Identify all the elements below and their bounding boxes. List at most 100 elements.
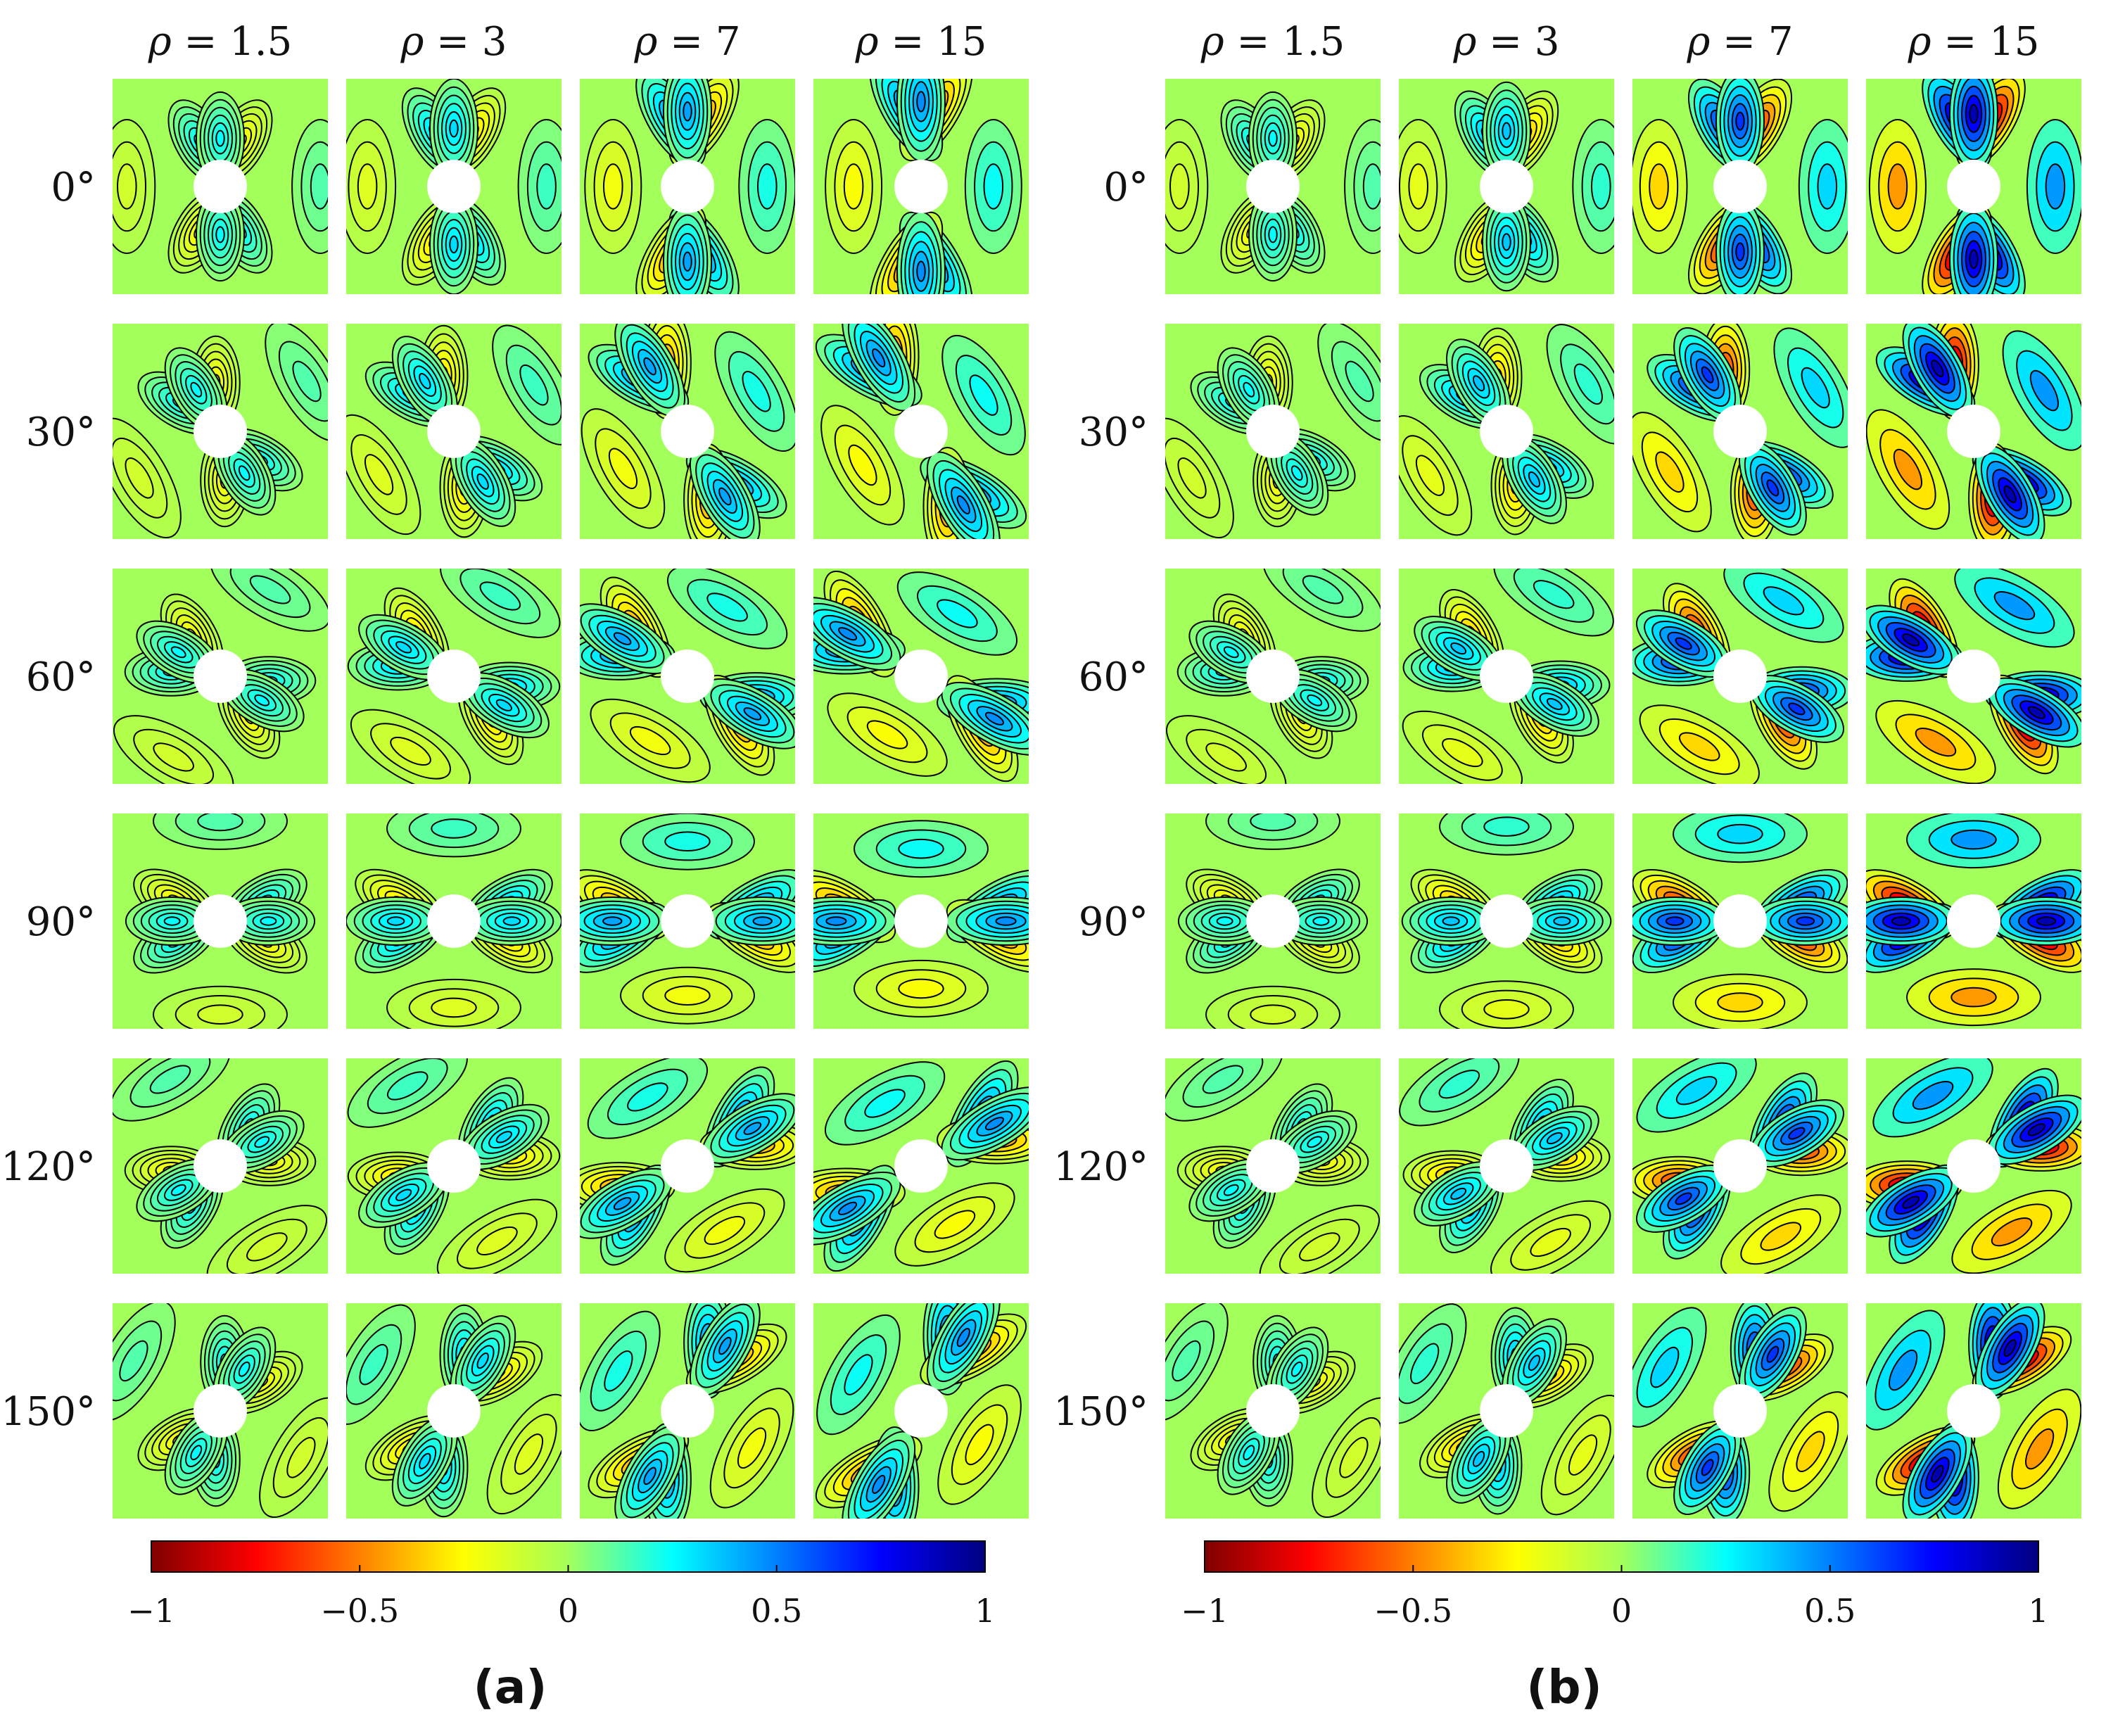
contour-lobe [1796, 916, 1815, 926]
contour-lobe [664, 985, 711, 1006]
contour-cell [1399, 569, 1614, 784]
obstacle-disc [1947, 405, 2000, 458]
contour-cell [1866, 1303, 2081, 1519]
contour-lobe [743, 707, 762, 721]
obstacle-disc [894, 1139, 948, 1193]
contour-lobe [1172, 1340, 1201, 1382]
contour-lobe [1528, 1355, 1541, 1371]
contour-lobe [1912, 1081, 1954, 1110]
contour-lobe [1177, 457, 1207, 499]
contour-lobe [170, 646, 186, 659]
contour-lobe [1701, 1459, 1714, 1476]
contour-lobe [1788, 1127, 1806, 1140]
obstacle-disc [1713, 405, 1767, 458]
contour-lobe [386, 1071, 429, 1101]
contour-lobe [956, 495, 970, 514]
colorbar-tick-label: −0.5 [1374, 1592, 1452, 1630]
contour-lobe [937, 599, 978, 628]
contour-cell [580, 569, 795, 784]
contour-lobe [1950, 987, 1997, 1008]
contour-lobe [643, 357, 656, 376]
contour-cell [346, 1058, 562, 1274]
obstacle-disc [1480, 405, 1533, 458]
contour-lobe [260, 916, 277, 926]
contour-cell [813, 324, 1029, 539]
obstacle-disc [1713, 160, 1767, 213]
contour-lobe [1472, 375, 1485, 392]
contour-cell [1165, 324, 1381, 539]
angle-row-label: 30° [1079, 410, 1148, 455]
contour-lobe [1205, 742, 1247, 772]
contour-lobe [1649, 163, 1669, 210]
contour-lobe [449, 119, 459, 138]
rho-column-label: ρ = 7 [1686, 19, 1793, 65]
contour-lobe [1735, 111, 1745, 131]
colorbar-tick-label: 0.5 [751, 1592, 802, 1630]
contour-lobe [1202, 1065, 1244, 1094]
contour-cell [1866, 1058, 2081, 1274]
contour-lobe [1268, 226, 1278, 243]
contour-lobe [449, 235, 459, 254]
contour-lobe [1887, 163, 1908, 210]
contour-lobe [848, 444, 877, 486]
contour-lobe [190, 381, 203, 398]
contour-cell [813, 79, 1029, 294]
contour-lobe [479, 581, 521, 611]
contour-lobe [1362, 163, 1381, 210]
contour-lobe [1312, 916, 1330, 926]
contour-cell [580, 324, 795, 539]
contour-lobe [1339, 1437, 1369, 1478]
rho-column-label: ρ = 3 [1452, 19, 1559, 65]
contour-lobe [1889, 1349, 1918, 1391]
contour-cell [1165, 79, 1381, 294]
angle-row-label: 60° [1079, 654, 1148, 700]
contour-lobe [718, 487, 732, 506]
angle-row-label: 90° [1079, 899, 1148, 945]
contour-lobe [969, 374, 998, 416]
contour-lobe [1650, 1346, 1680, 1388]
contour-lobe [149, 1065, 191, 1094]
rho-column-label: ρ = 7 [633, 19, 740, 65]
obstacle-disc [894, 405, 948, 458]
contour-lobe [613, 632, 632, 645]
contour-lobe [1169, 163, 1190, 210]
contour-lobe [1931, 1464, 1944, 1483]
obstacle-disc [661, 650, 714, 703]
contour-cell [580, 1058, 795, 1274]
contour-lobe [1299, 1232, 1340, 1262]
contour-lobe [1931, 360, 1944, 378]
contour-cell [113, 569, 328, 784]
contour-lobe [1717, 992, 1763, 1013]
contour-lobe [1655, 451, 1685, 493]
contour-lobe [1760, 1222, 1801, 1251]
contour-lobe [249, 575, 291, 604]
contour-lobe [742, 371, 771, 412]
contour-lobe [1438, 1070, 1480, 1099]
contour-lobe [359, 1343, 388, 1386]
contour-lobe [119, 1340, 148, 1382]
contour-cell [1399, 1058, 1614, 1274]
contour-lobe [995, 916, 1017, 926]
contour-lobe [153, 742, 194, 772]
contour-lobe [916, 260, 926, 282]
contour-lobe [2027, 1123, 2045, 1136]
contour-lobe [984, 711, 1004, 726]
contour-lobe [1442, 737, 1483, 768]
panel-label: (b) [1526, 1660, 1602, 1714]
contour-cell [1866, 79, 2081, 294]
contour-lobe [431, 997, 477, 1018]
contour-lobe [1410, 1343, 1440, 1385]
contour-cell [113, 813, 328, 1029]
contour-lobe [866, 720, 908, 749]
contour-cell [346, 324, 562, 539]
contour-lobe [1788, 702, 1806, 716]
contour-lobe [514, 1433, 544, 1475]
obstacle-disc [1480, 1384, 1533, 1438]
contour-lobe [864, 1089, 906, 1118]
contour-cell [1399, 79, 1614, 294]
obstacle-disc [194, 650, 247, 703]
contour-lobe [1891, 916, 1911, 926]
contour-cell [813, 813, 1029, 1029]
contour-lobe [1502, 122, 1511, 140]
